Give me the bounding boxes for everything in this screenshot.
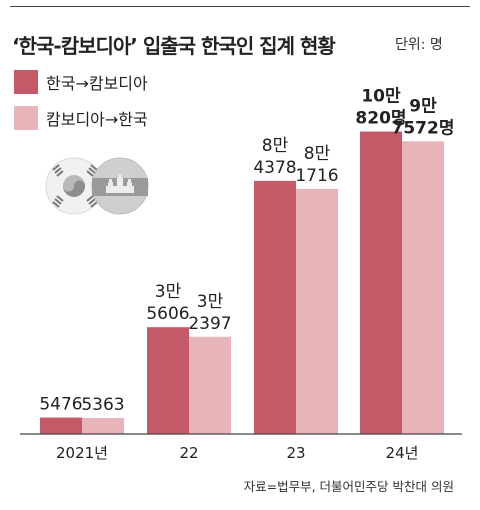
value-label-2-1: 5363	[81, 395, 124, 415]
bars-layer	[40, 131, 444, 435]
chart-title: ‘한국-캄보디아’ 입출국 한국인 집계 현황	[12, 34, 336, 58]
value-label-1-3-line1: 8만	[262, 136, 289, 156]
legend-label-series2: 캄보디아→한국	[46, 110, 148, 129]
value-label-2-2-line1: 3만	[197, 292, 224, 312]
value-labels-layer: 547653633만56063만23978만43788만171610만820명9…	[39, 87, 454, 415]
value-label-1-4-line1: 10만	[361, 87, 401, 107]
bar-2-2	[189, 336, 231, 434]
cambodia-flag-icon	[91, 157, 149, 215]
bar-1-3	[254, 180, 296, 434]
x-tick-label-2: 22	[179, 444, 198, 462]
value-label-2-3-line1: 8만	[304, 144, 331, 164]
bar-2-1	[82, 417, 124, 434]
korea-flag-icon	[45, 157, 103, 215]
bar-1-4	[360, 131, 402, 435]
source-note: 자료=법무부, 더불어민주당 박찬대 의원	[243, 479, 454, 494]
x-tick-label-4: 24년	[386, 444, 419, 462]
bar-2-4	[402, 141, 444, 434]
bar-2-3	[296, 188, 338, 434]
x-tick-label-3: 23	[286, 444, 305, 462]
value-label-1-4-line2: 820명	[355, 109, 406, 129]
unit-label: 단위: 명	[395, 37, 443, 53]
legend-swatch-series2	[14, 106, 38, 130]
value-label-1-3-line2: 4378	[253, 158, 296, 178]
legend-swatch-series1	[14, 70, 38, 94]
value-label-2-3-line2: 1716	[295, 166, 338, 186]
value-label-2-4-line1: 9만	[409, 96, 437, 116]
flags-emblem	[45, 157, 149, 215]
value-label-1-2-line1: 3만	[155, 282, 182, 302]
bar-1-2	[147, 327, 189, 434]
value-label-2-2-line2: 2397	[188, 314, 231, 334]
bar-1-1	[40, 417, 82, 434]
legend: 한국→캄보디아 캄보디아→한국	[14, 70, 148, 142]
value-label-1-1: 5476	[39, 395, 82, 415]
x-tick-label-1: 2021년	[56, 444, 108, 462]
value-label-2-4-line2: 7572명	[392, 118, 455, 138]
top-rule	[10, 6, 470, 7]
value-label-1-2-line2: 5606	[146, 304, 189, 324]
x-tick-labels: 2021년 22 23 24년	[56, 444, 418, 462]
legend-item-series2: 캄보디아→한국	[14, 106, 148, 130]
legend-item-series1: 한국→캄보디아	[14, 70, 148, 94]
legend-label-series1: 한국→캄보디아	[46, 74, 148, 93]
